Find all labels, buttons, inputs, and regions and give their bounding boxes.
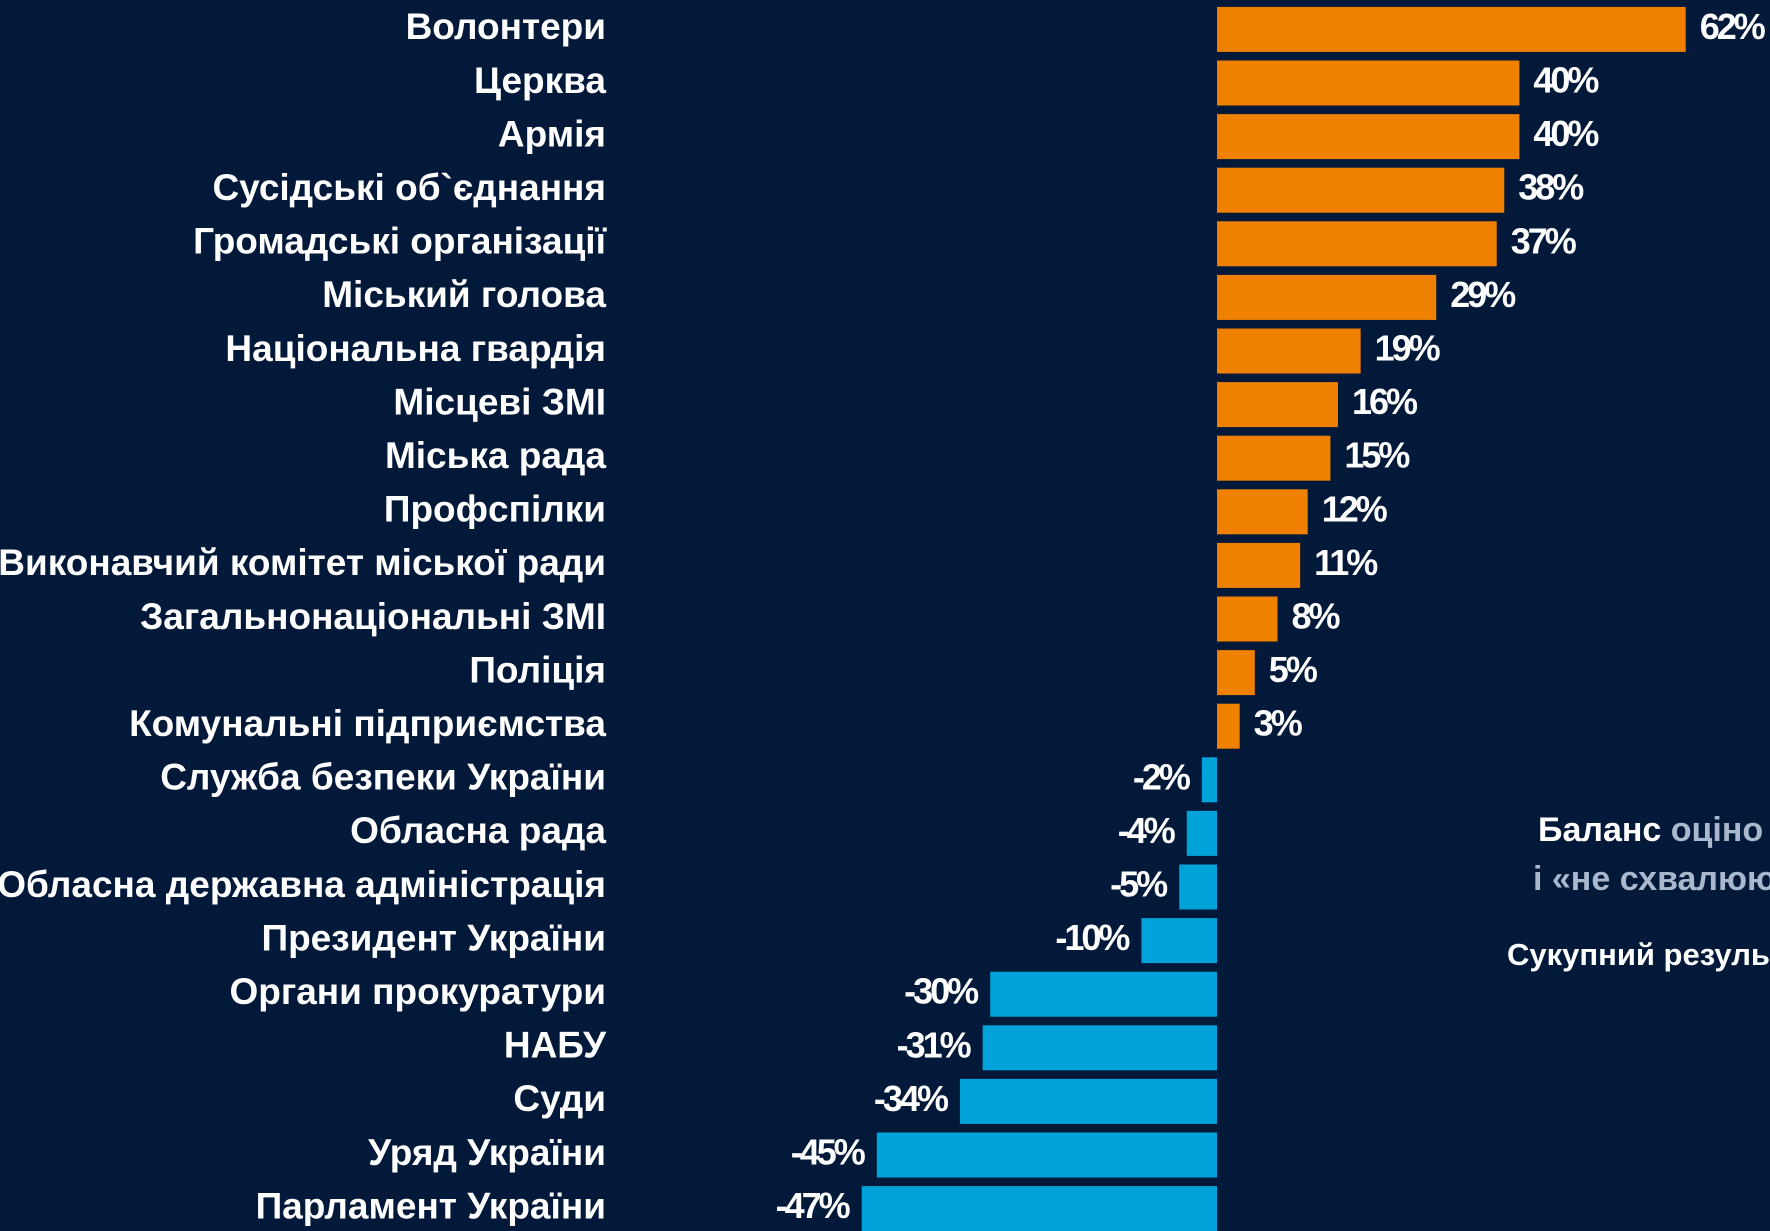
value-label: 15% xyxy=(1344,435,1410,476)
bar xyxy=(1217,6,1686,52)
bar xyxy=(876,1132,1217,1178)
bar xyxy=(1217,435,1331,481)
bar xyxy=(1217,650,1255,696)
annotation-part: оціно xyxy=(1661,811,1763,849)
value-label: 40% xyxy=(1533,113,1599,154)
bar xyxy=(1217,382,1338,428)
value-label: 29% xyxy=(1450,274,1516,315)
annotation-part: Баланс xyxy=(1538,811,1661,849)
category-label: Сусідські об`єднання xyxy=(212,167,606,208)
category-label: Комунальні підприємства xyxy=(129,703,606,744)
value-label: -10% xyxy=(1055,917,1130,958)
bar xyxy=(1217,542,1301,588)
category-label: Обласна рада xyxy=(350,810,606,851)
value-label: 3% xyxy=(1254,703,1303,744)
bar xyxy=(959,1078,1217,1124)
category-label: Міська рада xyxy=(385,435,606,476)
category-label: Органи прокуратури xyxy=(229,971,606,1012)
value-label: 11% xyxy=(1314,542,1378,583)
annotation-part: і «не схвалюю xyxy=(1533,860,1770,898)
value-label: -30% xyxy=(904,971,979,1012)
category-label: Загальнонаціональні ЗМІ xyxy=(140,596,606,637)
annotation: Баланс оціно xyxy=(1538,811,1763,849)
category-label: Поліція xyxy=(469,649,606,690)
category-label: Церква xyxy=(474,60,606,101)
bar xyxy=(1217,328,1361,374)
value-label: 37% xyxy=(1511,220,1577,261)
bar xyxy=(1217,167,1505,213)
value-label: -47% xyxy=(776,1185,851,1226)
category-label: НАБУ xyxy=(504,1025,607,1066)
bar xyxy=(1141,918,1217,964)
category-label: Міський голова xyxy=(322,274,606,315)
value-label: -5% xyxy=(1110,864,1168,905)
bar xyxy=(1217,489,1308,535)
value-label: 5% xyxy=(1269,649,1318,690)
bar xyxy=(1217,596,1278,642)
bar xyxy=(1217,114,1520,160)
bar xyxy=(1186,810,1217,856)
bar xyxy=(861,1186,1217,1231)
bar xyxy=(1217,703,1240,749)
annotation: Сукупний резуль xyxy=(1507,937,1770,972)
category-label: Уряд України xyxy=(368,1132,606,1173)
value-label: -45% xyxy=(791,1132,866,1173)
category-label: Виконавчий комітет міської ради xyxy=(0,542,606,583)
category-label: Армія xyxy=(498,113,606,154)
category-label: Суди xyxy=(513,1078,606,1119)
bar xyxy=(982,1025,1217,1071)
category-label: Служба безпеки України xyxy=(160,757,606,798)
category-label: Парламент України xyxy=(256,1185,606,1226)
value-label: -34% xyxy=(874,1078,949,1119)
category-label: Місцеві ЗМІ xyxy=(393,381,606,422)
value-label: 62% xyxy=(1700,6,1766,47)
value-label: 16% xyxy=(1352,381,1418,422)
category-label: Національна гвардія xyxy=(225,328,606,369)
value-label: 8% xyxy=(1291,596,1340,637)
bar xyxy=(1217,221,1497,267)
category-label: Президент України xyxy=(261,917,606,958)
annotation-part: Сукупний резуль xyxy=(1507,937,1770,972)
category-label: Обласна державна адміністрація xyxy=(0,864,606,905)
category-label: Профспілки xyxy=(384,489,606,530)
value-label: 40% xyxy=(1533,60,1599,101)
value-label: -31% xyxy=(897,1024,972,1065)
value-label: -4% xyxy=(1118,810,1176,851)
bar xyxy=(990,971,1217,1017)
value-label: 38% xyxy=(1518,167,1584,208)
value-label: 19% xyxy=(1375,328,1441,369)
value-label: -2% xyxy=(1133,756,1191,797)
bar xyxy=(1201,757,1217,803)
category-label: Волонтери xyxy=(406,6,606,47)
annotation: і «не схвалюю xyxy=(1533,860,1770,898)
bar xyxy=(1217,274,1437,320)
bar xyxy=(1217,60,1520,106)
category-label: Громадські організації xyxy=(193,221,607,262)
bar xyxy=(1179,864,1217,910)
value-label: 12% xyxy=(1322,488,1388,529)
